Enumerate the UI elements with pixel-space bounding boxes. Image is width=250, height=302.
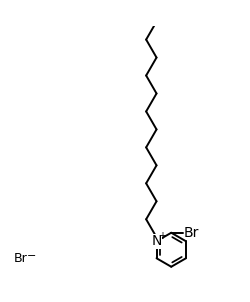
- Text: Br: Br: [14, 252, 28, 265]
- Text: N: N: [151, 234, 162, 248]
- Text: Br: Br: [184, 226, 199, 240]
- Text: +: +: [158, 231, 166, 241]
- Text: −: −: [27, 250, 36, 261]
